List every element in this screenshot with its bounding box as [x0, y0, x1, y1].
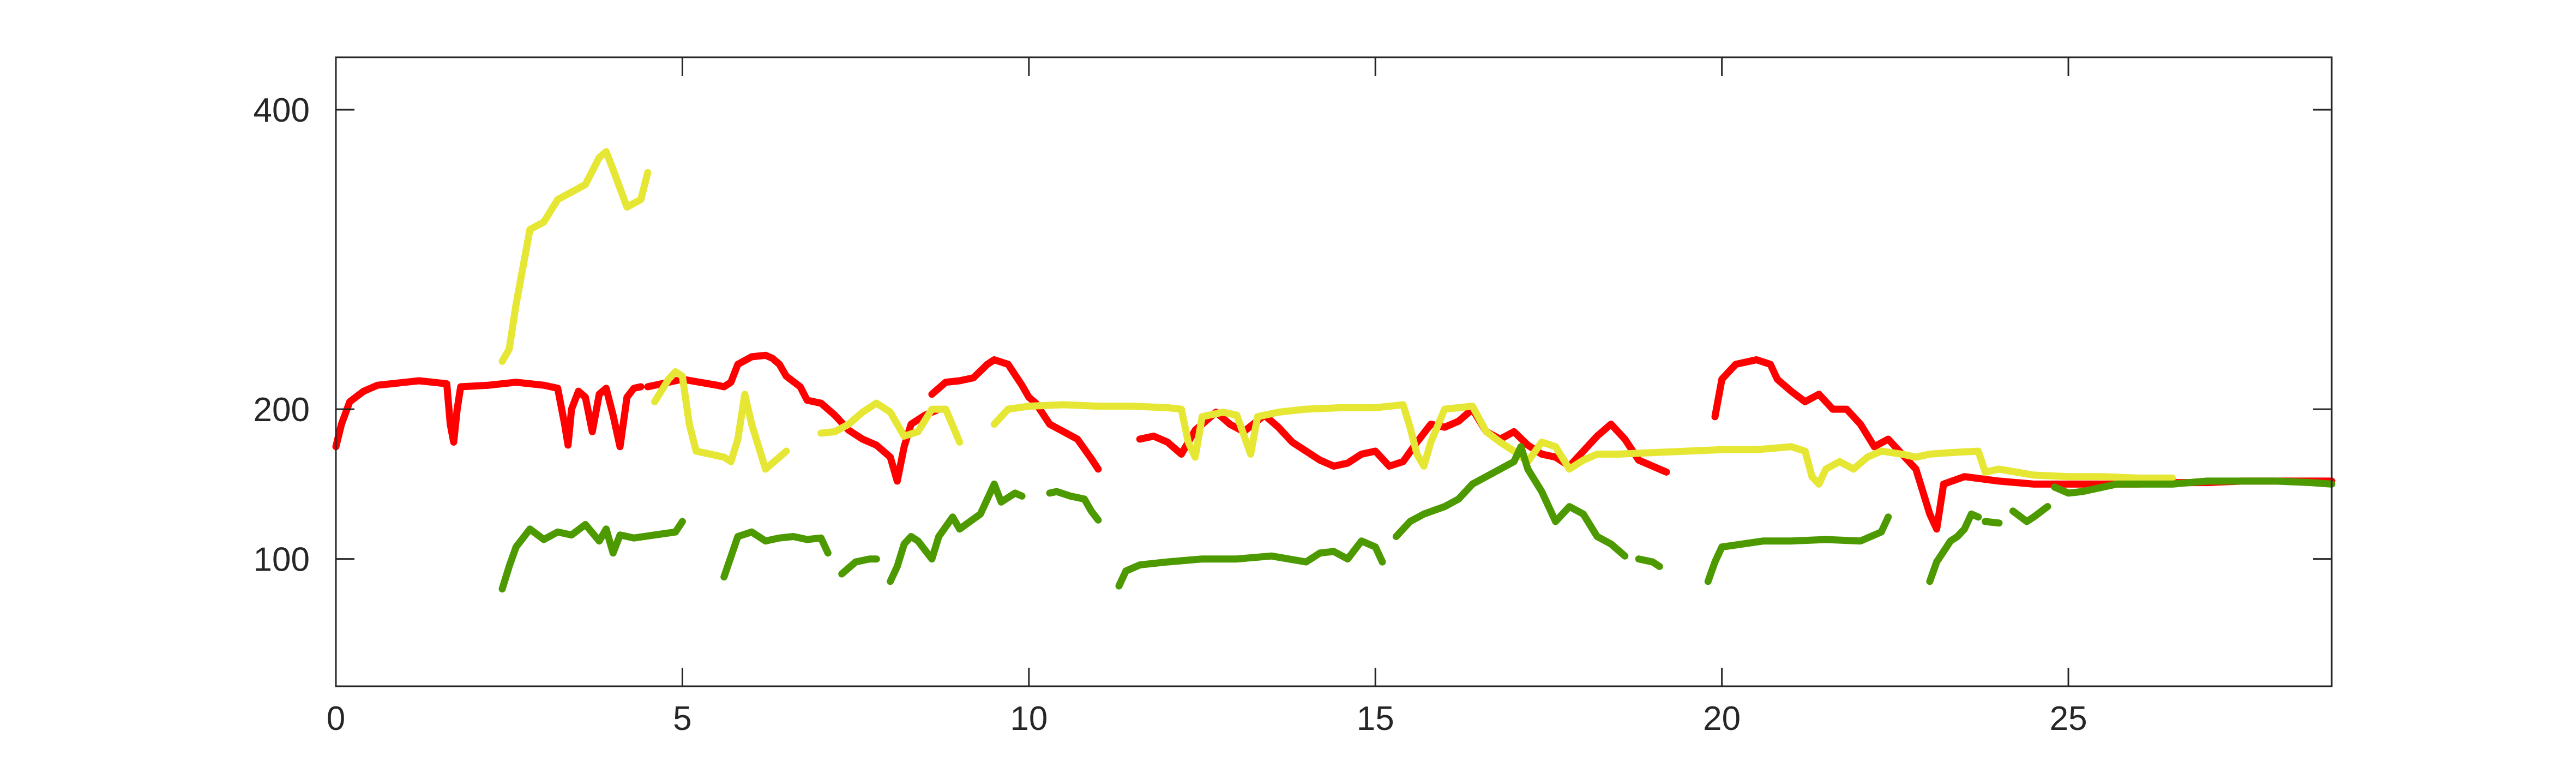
x-tick-label: 25 [2050, 700, 2087, 738]
series-2-segment-6 [1392, 443, 1629, 560]
plot-frame [335, 56, 2333, 687]
series-layer [332, 148, 2336, 593]
axes-layer: 0 5 10 15 20 25 100 200 400 [254, 56, 2333, 738]
series-2-segment-0 [498, 518, 686, 593]
y-tick-label: 200 [254, 391, 310, 429]
series-2-segment-5 [1115, 537, 1386, 590]
series-1-segment-1 [651, 368, 790, 473]
series-1-segment-3 [990, 401, 2176, 488]
series-2-segment-2 [838, 555, 880, 578]
series-0-segment-1 [644, 351, 943, 485]
x-tick-label: 5 [673, 700, 691, 738]
series-2-segment-9 [1926, 510, 1982, 585]
series-2-segment-10 [1982, 518, 2003, 527]
series-2 [498, 443, 2336, 593]
x-tick-label: 10 [1010, 700, 1048, 738]
series-1 [498, 148, 2176, 488]
series-2-segment-4 [1046, 488, 1102, 524]
y-tick-label: 400 [254, 92, 310, 129]
series-0-segment-0 [332, 377, 645, 451]
series-1-segment-2 [817, 399, 964, 446]
series-2-segment-12 [2051, 477, 2336, 497]
x-tick-label: 20 [1703, 700, 1741, 738]
series-0 [332, 351, 2336, 533]
series-0-segment-2 [928, 356, 1102, 473]
series-2-segment-1 [720, 528, 832, 581]
series-1-segment-0 [498, 148, 652, 365]
series-0-segment-4 [1711, 356, 2336, 533]
series-2-segment-11 [2009, 503, 2051, 525]
x-tick-label: 15 [1357, 700, 1394, 738]
series-2-segment-7 [1635, 555, 1663, 570]
x-tick-label: 0 [327, 700, 345, 738]
y-tick-label: 100 [254, 541, 310, 579]
series-2-segment-3 [887, 480, 1026, 585]
series-2-segment-8 [1704, 513, 1892, 585]
series-0-segment-3 [1136, 405, 1670, 476]
